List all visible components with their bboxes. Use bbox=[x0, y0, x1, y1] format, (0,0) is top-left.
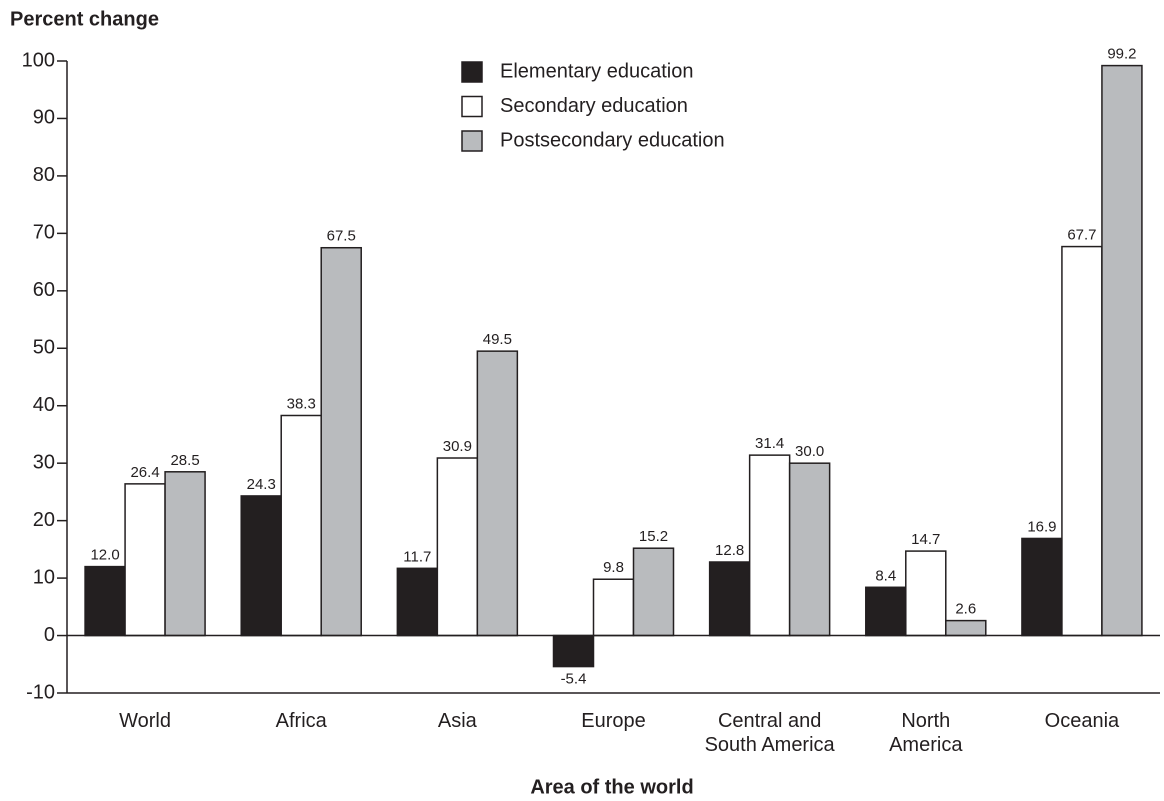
y-tick-label: 60 bbox=[33, 279, 55, 301]
value-label: 38.3 bbox=[287, 395, 316, 412]
value-label: 16.9 bbox=[1027, 518, 1056, 535]
value-label: 30.9 bbox=[443, 438, 472, 455]
value-label: 26.4 bbox=[130, 464, 159, 481]
bar bbox=[708, 561, 751, 637]
legend-swatch bbox=[461, 130, 483, 152]
x-axis-title: Area of the world bbox=[530, 776, 693, 798]
value-label: 28.5 bbox=[170, 452, 199, 469]
y-tick-label: -10 bbox=[26, 681, 55, 703]
x-tick-label: Central and South America bbox=[704, 710, 835, 756]
bar bbox=[632, 547, 675, 637]
bar bbox=[865, 586, 907, 637]
bar bbox=[84, 565, 126, 637]
value-label: 24.3 bbox=[247, 476, 276, 493]
bar bbox=[240, 495, 282, 637]
y-tick-label: 90 bbox=[33, 107, 55, 129]
value-label: 12.0 bbox=[90, 547, 119, 564]
x-tick-label: World bbox=[119, 710, 171, 732]
bar bbox=[1101, 64, 1143, 637]
value-label: 30.0 bbox=[795, 443, 824, 460]
value-label: 49.5 bbox=[483, 331, 512, 348]
legend-swatch bbox=[461, 61, 483, 83]
bar bbox=[748, 454, 791, 637]
bar bbox=[164, 471, 206, 637]
value-label: -5.4 bbox=[561, 671, 587, 688]
value-label: 8.4 bbox=[875, 567, 896, 584]
y-tick-label: 0 bbox=[44, 624, 55, 646]
x-tick-label: Oceania bbox=[1044, 710, 1120, 732]
value-label: 9.8 bbox=[603, 559, 624, 576]
y-tick-label: 20 bbox=[33, 509, 55, 531]
legend-label: Secondary education bbox=[500, 95, 688, 117]
value-label: 15.2 bbox=[639, 528, 668, 545]
value-label: 14.7 bbox=[911, 531, 940, 548]
x-tick-label: Asia bbox=[437, 710, 477, 732]
x-tick-label: North America bbox=[889, 710, 963, 756]
bar bbox=[476, 350, 519, 637]
value-label: 2.6 bbox=[955, 601, 976, 618]
bar bbox=[280, 414, 322, 637]
legend-label: Postsecondary education bbox=[500, 129, 725, 151]
bar bbox=[436, 457, 479, 637]
bar bbox=[552, 634, 595, 668]
bar bbox=[1021, 537, 1063, 637]
x-tick-label: Europe bbox=[581, 710, 646, 732]
legend-swatch bbox=[461, 95, 483, 118]
y-tick-label: 40 bbox=[33, 394, 55, 416]
y-tick-label: 50 bbox=[33, 337, 55, 359]
y-axis-title: Percent change bbox=[10, 8, 159, 30]
bar bbox=[1061, 245, 1103, 637]
x-tick-label: Africa bbox=[275, 710, 327, 732]
y-tick-label: 70 bbox=[33, 222, 55, 244]
bar bbox=[905, 550, 947, 637]
value-label: 99.2 bbox=[1107, 46, 1136, 63]
bar bbox=[945, 619, 987, 637]
bar bbox=[788, 462, 831, 637]
value-label: 67.5 bbox=[327, 228, 356, 245]
value-label: 31.4 bbox=[755, 435, 784, 452]
y-tick-label: 100 bbox=[22, 49, 55, 71]
value-label: 12.8 bbox=[715, 542, 744, 559]
bar bbox=[320, 246, 362, 637]
value-label: 67.7 bbox=[1067, 227, 1096, 244]
legend-label: Elementary education bbox=[500, 60, 693, 82]
y-tick-label: 10 bbox=[33, 566, 55, 588]
bar bbox=[592, 578, 635, 637]
value-label: 11.7 bbox=[403, 548, 431, 565]
bar bbox=[396, 567, 439, 637]
y-tick-label: 80 bbox=[33, 164, 55, 186]
y-tick-label: 30 bbox=[33, 451, 55, 473]
bar bbox=[124, 483, 166, 637]
